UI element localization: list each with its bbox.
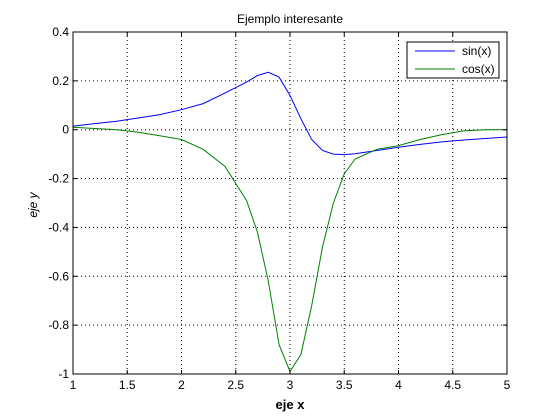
y-tick-label: -0.8 <box>48 318 69 332</box>
series-line-cos <box>72 126 507 373</box>
legend-label-sin: sin(x) <box>462 44 491 58</box>
legend-entry-cos: cos(x) <box>415 62 495 76</box>
legend: sin(x) cos(x) <box>406 41 500 79</box>
legend-box <box>406 41 500 79</box>
axis-ticks: 1 1.5 2 2.5 3 3.5 4 4.5 5 -1 -0.8 -0.6 -0.4 -0.2 0 0.2 0… <box>48 25 510 392</box>
x-tick-label: 1.5 <box>119 378 136 392</box>
plot-area-frame <box>72 31 508 375</box>
x-axis-label: eje x <box>276 397 306 412</box>
x-tick-label: 2 <box>178 378 185 392</box>
x-tick-label: 2.5 <box>227 378 244 392</box>
y-tick-label: -0.6 <box>48 269 69 283</box>
y-tick-label: 0 <box>62 123 69 137</box>
chart-title: Ejemplo interesante <box>237 12 343 26</box>
x-tick-label: 1 <box>70 378 77 392</box>
y-tick-label: -0.2 <box>48 172 69 186</box>
y-tick-label: -0.4 <box>48 220 69 234</box>
y-tick-label: -1 <box>58 367 69 381</box>
x-tick-label: 4 <box>395 378 402 392</box>
grid-lines <box>73 32 507 374</box>
x-tick-label: 5 <box>504 378 511 392</box>
x-tick-label: 3.5 <box>336 378 353 392</box>
x-tick-label: 4.5 <box>444 378 461 392</box>
legend-entry-sin: sin(x) <box>415 44 491 58</box>
series-line-sin <box>72 71 508 156</box>
y-tick-label: 0.2 <box>52 74 69 88</box>
y-tick-label: 0.4 <box>52 25 69 39</box>
plot-series <box>72 71 508 373</box>
y-axis-label: eje y <box>26 191 40 217</box>
legend-label-cos: cos(x) <box>462 62 495 76</box>
x-tick-label: 3 <box>287 378 294 392</box>
